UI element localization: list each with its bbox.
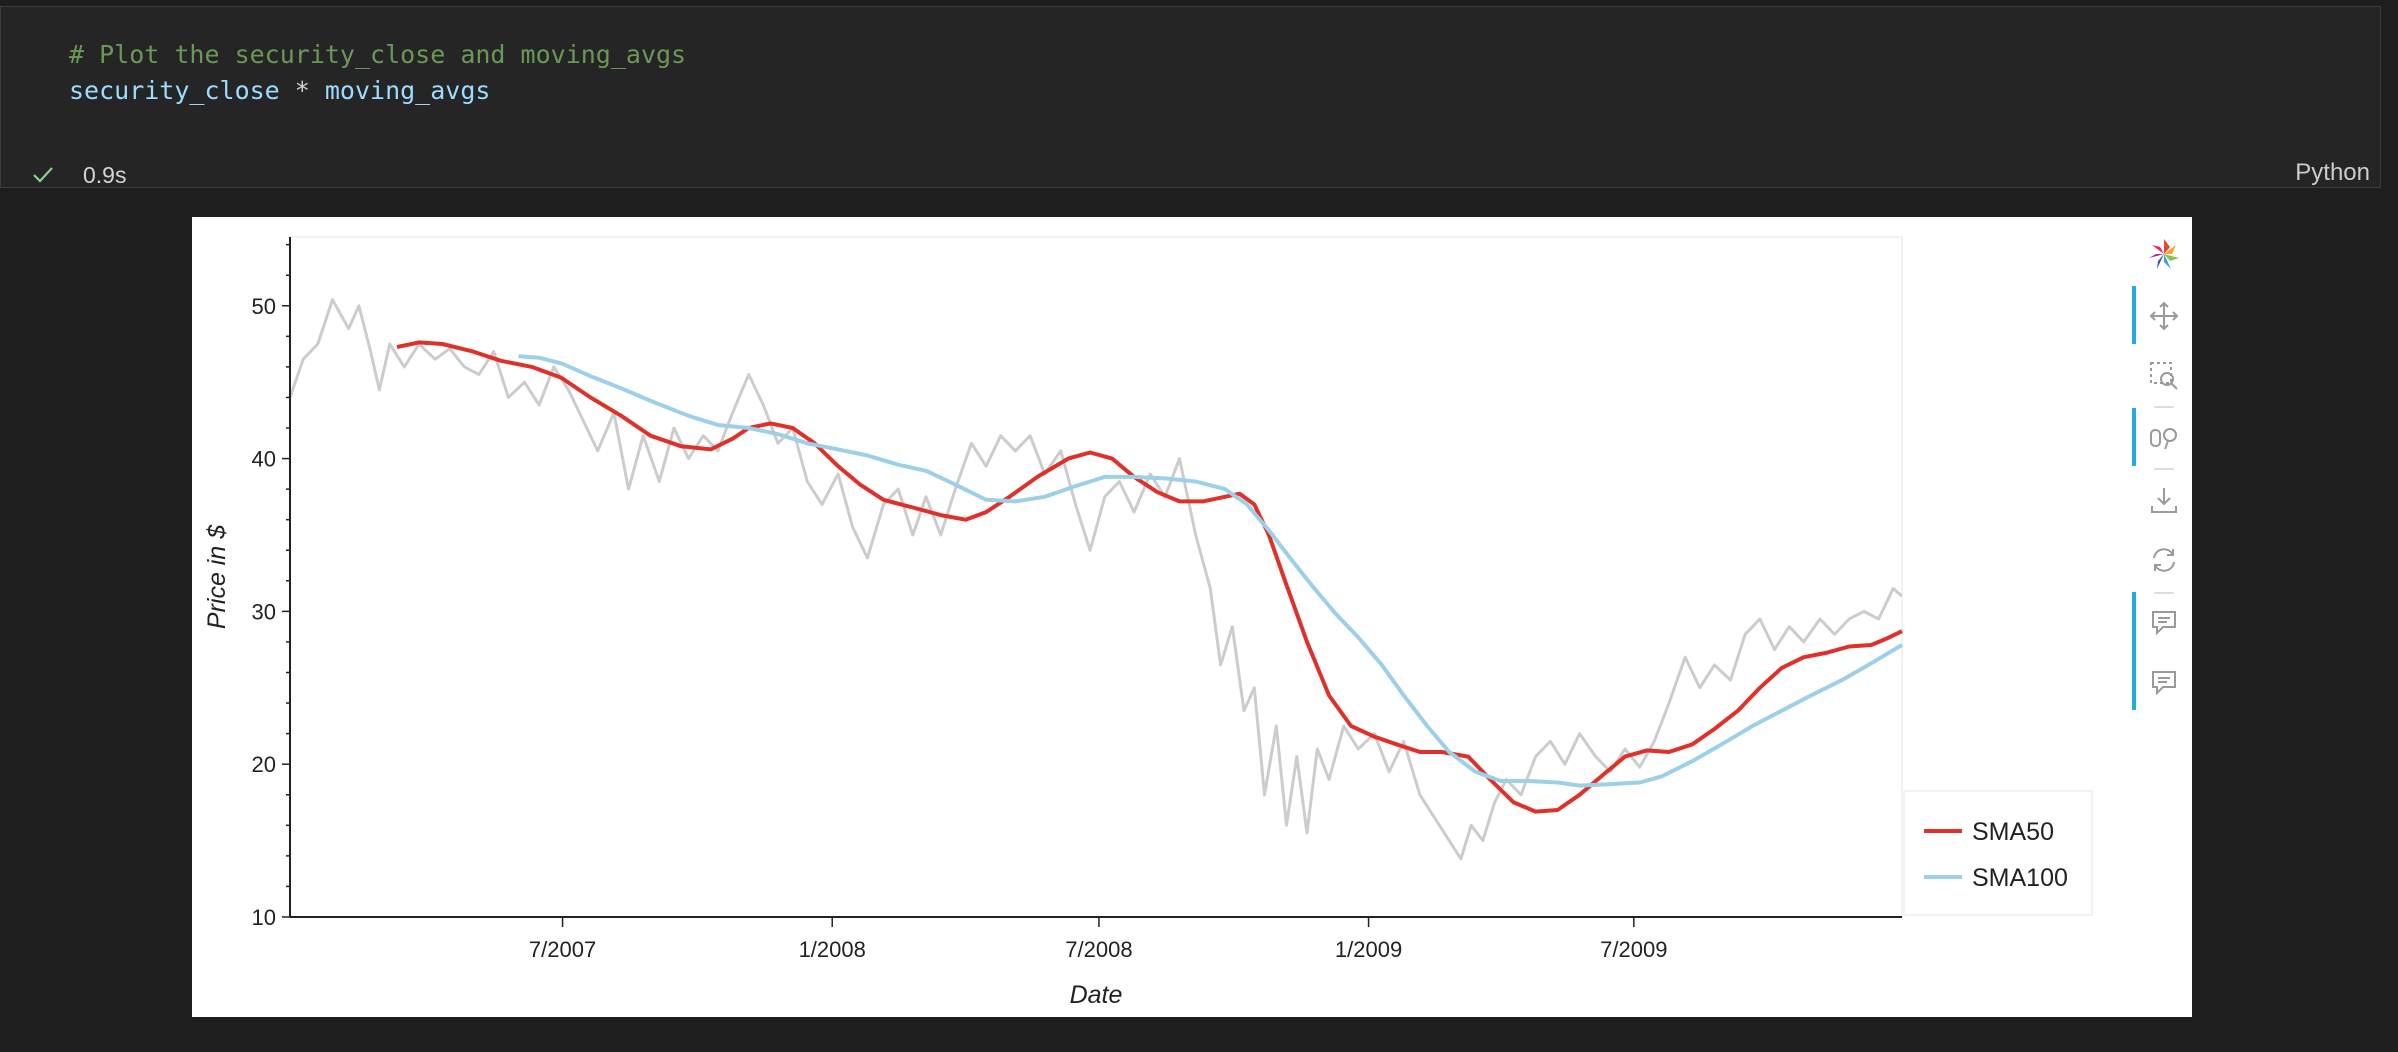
legend-label-sma100: SMA100 — [1972, 864, 2068, 892]
hover-icon[interactable] — [2144, 602, 2184, 642]
plot-toolbar — [2124, 226, 2204, 726]
toolbar-separator — [2154, 468, 2174, 470]
line-chart[interactable]: 10 20 30 40 50 7/2007 1/2008 7/2008 1/2009 7/2009… — [192, 217, 2192, 1017]
active-indicator — [2132, 286, 2136, 344]
y-tick-label: 30 — [252, 599, 276, 624]
checkmark-icon — [33, 167, 53, 183]
y-tick-label: 50 — [252, 294, 276, 319]
code-var-security-close: security_close — [69, 76, 280, 105]
reset-icon[interactable] — [2144, 540, 2184, 580]
execution-time: 0.9s — [83, 161, 127, 188]
save-icon[interactable] — [2144, 480, 2184, 520]
series-line-close — [288, 298, 1903, 861]
x-tick-label: 1/2009 — [1335, 937, 1402, 962]
code-comment: # Plot the security_close and moving_avg… — [69, 40, 687, 69]
code-line-2: security_close * moving_avgs — [69, 73, 686, 109]
x-tick-label: 1/2008 — [799, 937, 866, 962]
y-tick-label: 40 — [252, 447, 276, 472]
toolbar-separator — [2154, 592, 2174, 594]
hover-icon[interactable] — [2144, 662, 2184, 702]
y-tick-label: 10 — [252, 905, 276, 930]
x-axis-label: Date — [1070, 981, 1123, 1009]
legend-label-sma50: SMA50 — [1972, 818, 2054, 846]
y-axis-label: Price in $ — [203, 524, 231, 629]
code-var-moving-avgs: moving_avgs — [324, 76, 491, 105]
x-tick-label: 7/2007 — [529, 937, 596, 962]
legend-box — [1903, 790, 2093, 916]
code-editor[interactable]: # Plot the security_close and moving_avg… — [69, 37, 686, 109]
active-indicator — [2132, 592, 2136, 710]
x-tick-label: 7/2009 — [1600, 937, 1667, 962]
series-line-sma100 — [518, 354, 1904, 788]
series-line-sma50 — [396, 340, 1903, 814]
toolbar-separator — [2154, 406, 2174, 408]
wheel-zoom-icon[interactable] — [2144, 418, 2184, 458]
plot-output: 10 20 30 40 50 7/2007 1/2008 7/2008 1/2009 7/2009… — [192, 217, 2192, 1017]
code-operator: * — [279, 76, 325, 105]
active-indicator — [2132, 408, 2136, 466]
execution-status: 0.9s — [31, 155, 126, 195]
x-tick-label: 7/2008 — [1065, 937, 1132, 962]
plot-area — [289, 236, 1903, 918]
notebook-cell[interactable]: # Plot the security_close and moving_avg… — [0, 6, 2381, 188]
pan-icon[interactable] — [2144, 296, 2184, 336]
bokeh-logo-icon[interactable] — [2144, 234, 2184, 274]
y-tick-label: 20 — [252, 752, 276, 777]
cell-language-label[interactable]: Python — [2295, 159, 2370, 186]
box-zoom-icon[interactable] — [2144, 356, 2184, 396]
